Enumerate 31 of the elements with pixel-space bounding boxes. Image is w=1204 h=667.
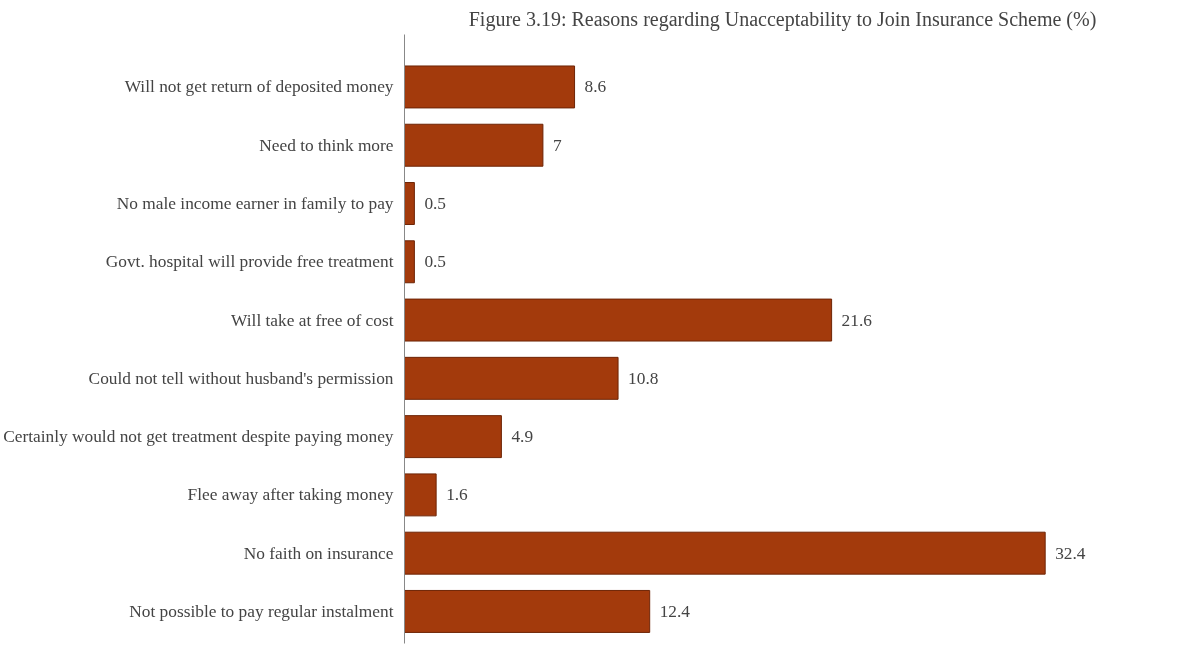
data-label: 1.6	[446, 485, 469, 505]
data-label: 32.4	[1055, 543, 1086, 563]
bar	[404, 240, 415, 284]
y-tick-label: No faith on insurance	[243, 543, 394, 563]
data-label: 0.5	[424, 194, 447, 213]
bar	[404, 356, 619, 400]
bar	[404, 531, 1046, 575]
data-label: 7	[552, 135, 562, 155]
data-label: 4.9	[511, 427, 534, 447]
bar	[404, 65, 576, 109]
data-label: 21.6	[841, 310, 873, 330]
bar	[404, 415, 502, 459]
bar	[404, 182, 415, 225]
y-tick-label: Not possible to pay regular instalment	[129, 601, 394, 621]
bar	[404, 473, 437, 517]
data-label: 12.4	[659, 601, 691, 621]
y-tick-label: Flee away after taking money	[187, 485, 394, 505]
y-tick-label: No male income earner in family to pay	[116, 194, 394, 213]
data-label: 0.5	[424, 252, 447, 272]
y-tick-label: Could not tell without husband's permission	[88, 368, 394, 388]
y-tick-label: Govt. hospital will provide free treatment	[105, 252, 394, 272]
chart-title: Figure 3.19: Reasons regarding Unacceptability to Join Insurance Scheme (%)	[468, 7, 1097, 31]
bar	[404, 298, 833, 342]
data-label: 8.6	[584, 77, 607, 97]
bar	[404, 123, 544, 167]
bar	[404, 589, 651, 633]
y-tick-label: Certainly would not get treatment despite paying money	[3, 427, 394, 447]
y-tick-label: Will not get return of deposited money	[124, 77, 394, 97]
y-tick-label: Will take at free of cost	[231, 310, 394, 330]
data-label: 10.8	[628, 368, 659, 388]
y-tick-label: Need to think more	[259, 135, 394, 155]
